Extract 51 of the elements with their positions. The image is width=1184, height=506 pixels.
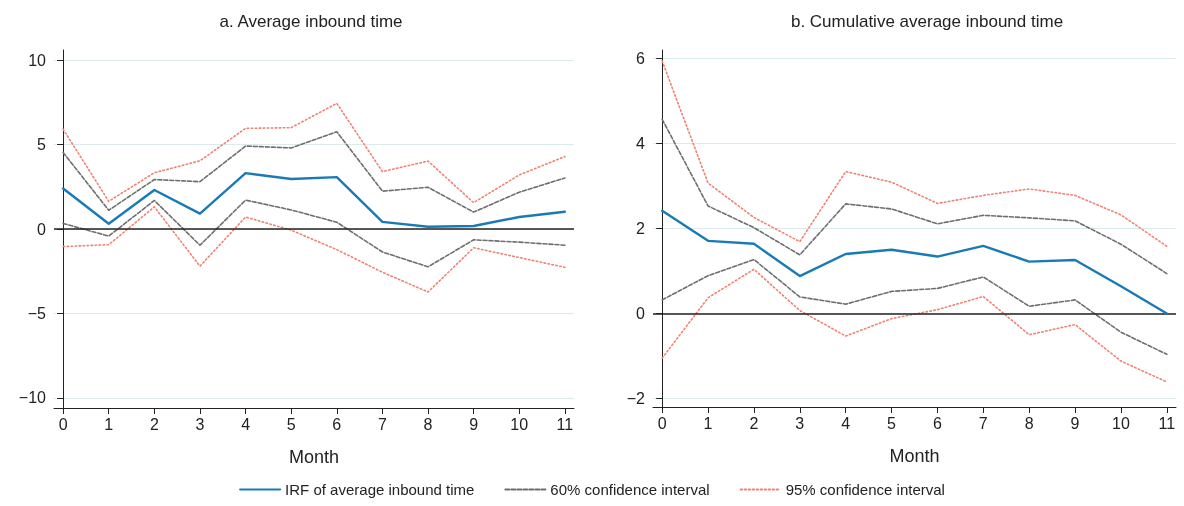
x-tick-label: 2 bbox=[749, 414, 759, 432]
x-tick-label: 6 bbox=[932, 414, 942, 432]
line-series bbox=[61, 171, 567, 228]
x-tick-label: 3 bbox=[195, 415, 205, 433]
x-tick-label: 8 bbox=[423, 415, 433, 433]
legend-label: 95% confidence interval bbox=[785, 481, 945, 498]
x-tick-label: 4 bbox=[841, 414, 851, 432]
x-tick-label: 5 bbox=[286, 415, 296, 433]
line-series bbox=[660, 209, 1169, 315]
line-series bbox=[661, 268, 1168, 383]
chart-title: a. Average inbound time bbox=[219, 12, 403, 31]
x-tick-label: 5 bbox=[887, 414, 897, 432]
x-tick-label: 9 bbox=[1070, 414, 1080, 432]
x-axis-title: Month bbox=[288, 447, 340, 467]
x-tick-label: 7 bbox=[377, 415, 387, 433]
x-tick-label: 1 bbox=[104, 415, 114, 433]
chart-title: b. Cumulative average inbound time bbox=[790, 12, 1064, 31]
x-tick-label: 7 bbox=[978, 414, 988, 432]
line-series bbox=[661, 118, 1168, 275]
x-tick-label: 1 bbox=[703, 414, 713, 432]
y-tick-label: 0 bbox=[636, 305, 646, 322]
x-tick-label: 3 bbox=[795, 414, 805, 432]
y-tick-label: 5 bbox=[37, 136, 47, 154]
y-tick-label: 2 bbox=[636, 220, 646, 237]
x-tick-label: 11 bbox=[1158, 414, 1176, 432]
x-axis-title: Month bbox=[889, 446, 940, 466]
y-tick-label: −5 bbox=[27, 304, 47, 322]
y-tick-label: 6 bbox=[636, 50, 646, 67]
x-tick-label: 10 bbox=[510, 415, 529, 433]
y-tick-label: 4 bbox=[636, 135, 646, 152]
line-series bbox=[62, 206, 566, 293]
y-tick-label: −2 bbox=[626, 390, 646, 407]
x-tick-label: 9 bbox=[469, 415, 479, 433]
x-tick-label: 6 bbox=[332, 415, 342, 433]
y-tick-label: 10 bbox=[28, 51, 47, 69]
y-tick-label: 0 bbox=[37, 220, 47, 238]
x-tick-label: 4 bbox=[241, 415, 251, 433]
x-tick-label: 10 bbox=[1112, 414, 1130, 432]
line-series bbox=[62, 130, 566, 213]
line-series bbox=[661, 258, 1168, 356]
line-series bbox=[661, 60, 1168, 248]
y-tick-label: −10 bbox=[18, 389, 47, 407]
line-series bbox=[62, 102, 566, 204]
x-tick-label: 8 bbox=[1024, 414, 1034, 432]
x-tick-label: 0 bbox=[657, 414, 667, 432]
x-tick-label: 2 bbox=[149, 415, 159, 433]
legend-label: IRF of average inbound time bbox=[285, 481, 475, 498]
legend-label: 60% confidence interval bbox=[550, 481, 710, 498]
x-tick-label: 11 bbox=[556, 415, 574, 433]
x-tick-label: 0 bbox=[58, 415, 68, 433]
line-series bbox=[62, 199, 566, 268]
